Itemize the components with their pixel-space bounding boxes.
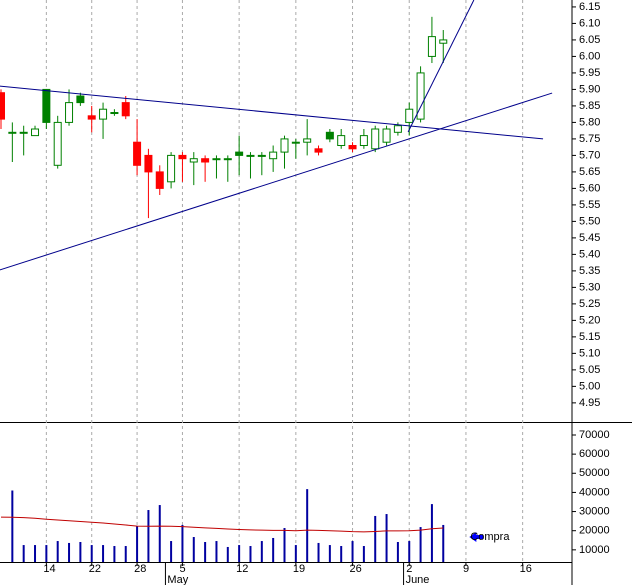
candle-body	[359, 135, 368, 147]
candle-body	[235, 151, 244, 156]
candle-body	[121, 102, 130, 117]
y-tick-label: 5.65	[579, 166, 600, 178]
y2-tick-label: 20000	[579, 525, 610, 537]
candle-body	[155, 171, 164, 189]
x-tick-label: 14	[43, 563, 55, 575]
y-tick-label: 5.80	[579, 116, 600, 128]
candle-body	[167, 154, 176, 183]
y-tick-label: 5.05	[579, 364, 600, 376]
candle-body	[439, 39, 448, 44]
candle-body	[65, 102, 74, 123]
candle-body	[405, 108, 414, 123]
y2-tick-label: 40000	[579, 486, 610, 498]
y-tick-label: 5.35	[579, 265, 600, 277]
y-tick-label: 6.05	[579, 34, 600, 46]
y2-tick-label: 50000	[579, 467, 610, 479]
y-tick-label: 5.15	[579, 331, 600, 343]
y2-tick-label: 70000	[579, 429, 610, 441]
y-tick-label: 5.50	[579, 215, 600, 227]
y-tick-label: 5.10	[579, 347, 600, 359]
candle-body	[325, 131, 334, 140]
candle-body	[144, 154, 153, 173]
candle-body	[8, 131, 17, 134]
candle-body	[31, 128, 40, 137]
month-label: May	[167, 574, 188, 585]
candle-body	[382, 128, 391, 143]
candle-body	[337, 135, 346, 147]
candle-body	[427, 36, 436, 57]
candle-body	[76, 95, 85, 104]
candle-body	[246, 154, 255, 157]
y-tick-label: 6.10	[579, 17, 600, 29]
y-tick-label: 6.15	[579, 1, 600, 13]
candle-body	[314, 148, 323, 153]
x-tick-label: 2	[406, 563, 412, 575]
candle-body	[280, 138, 289, 153]
x-tick-label: 26	[350, 563, 362, 575]
candle-body	[110, 112, 119, 115]
candle-body	[348, 145, 357, 150]
y2-tick-label: 60000	[579, 448, 610, 460]
candle-body	[133, 141, 142, 166]
x-tick-label: 22	[89, 563, 101, 575]
candle-body	[416, 72, 425, 120]
y-tick-label: 4.95	[579, 397, 600, 409]
x-tick-label: 28	[134, 563, 146, 575]
trendline	[407, 0, 475, 133]
y-tick-label: 5.40	[579, 248, 600, 260]
y-tick-label: 5.90	[579, 83, 600, 95]
y2-tick-label: 30000	[579, 505, 610, 517]
candle-body	[42, 88, 51, 123]
y-tick-label: 5.55	[579, 199, 600, 211]
y-tick-label: 5.70	[579, 149, 600, 161]
candle-body	[19, 131, 28, 134]
month-label: June	[406, 574, 430, 585]
candle-body	[201, 158, 210, 163]
y-tick-label: 5.30	[579, 281, 600, 293]
x-tick-label: 5	[179, 563, 185, 575]
candle-body	[269, 151, 278, 160]
candle-body	[223, 158, 232, 161]
candle-body	[303, 138, 312, 143]
candle-body	[87, 115, 96, 120]
x-tick-label: 9	[463, 563, 469, 575]
y-tick-label: 5.00	[579, 380, 600, 392]
y-tick-label: 5.95	[579, 67, 600, 79]
candle-body	[257, 154, 266, 157]
y2-tick-label: 10000	[579, 544, 610, 556]
candle-body	[189, 158, 198, 163]
moving-average	[0, 516, 444, 533]
y-tick-label: 5.45	[579, 232, 600, 244]
y-tick-label: 5.85	[579, 100, 600, 112]
candle-body	[99, 108, 108, 120]
y-tick-label: 5.25	[579, 298, 600, 310]
annotation-arrow	[469, 532, 484, 543]
y-tick-label: 5.60	[579, 182, 600, 194]
trendline	[0, 92, 553, 271]
candle-body	[0, 92, 5, 120]
y-tick-label: 5.20	[579, 314, 600, 326]
candle-body	[371, 128, 380, 150]
y-tick-label: 6.00	[579, 50, 600, 62]
trendline	[0, 85, 544, 140]
x-tick-label: 19	[293, 563, 305, 575]
annotation-text: Compra	[470, 531, 510, 543]
candle-body	[178, 154, 187, 160]
candle-body	[212, 158, 221, 161]
y-tick-label: 5.75	[579, 133, 600, 145]
candle-body	[393, 125, 402, 133]
x-tick-label: 16	[520, 563, 532, 575]
candle-body	[53, 121, 62, 166]
candle-body	[291, 141, 300, 144]
x-tick-label: 12	[236, 563, 248, 575]
